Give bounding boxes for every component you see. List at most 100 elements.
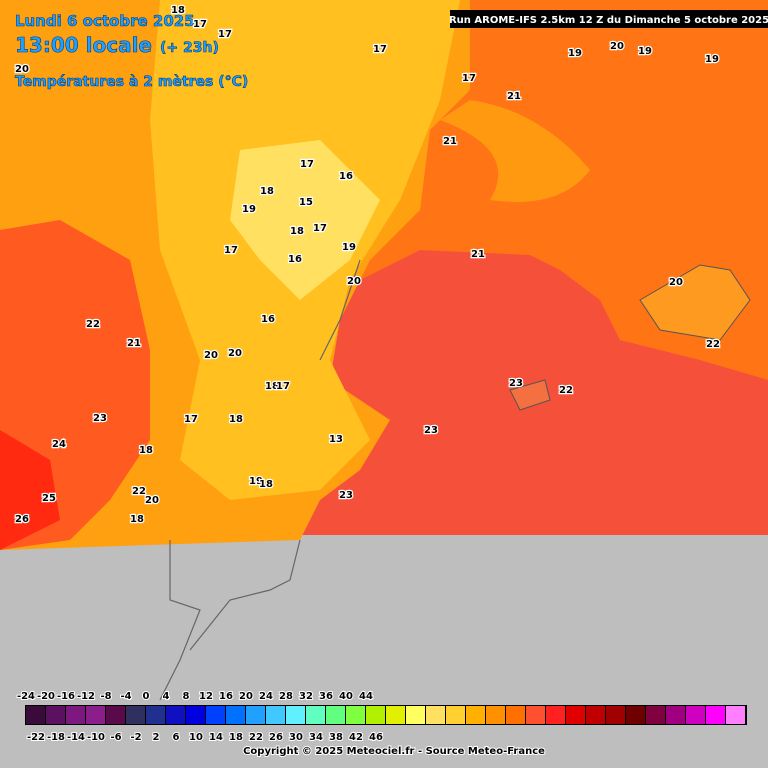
map-label: 22 — [559, 385, 573, 396]
footer: Copyright © 2025 Meteociel.fr - Source M… — [243, 746, 545, 757]
legend-swatch — [666, 706, 685, 724]
map-label: 17 — [224, 245, 238, 256]
map-label: 23 — [424, 425, 438, 436]
map-label: 18 — [260, 186, 274, 197]
map-label: 22 — [86, 319, 100, 330]
map-label: 19 — [705, 54, 719, 65]
legend-tick: 0 — [143, 691, 150, 702]
legend-swatch — [206, 706, 225, 724]
legend-swatch — [166, 706, 185, 724]
legend-tick: 14 — [209, 732, 223, 743]
field: Températures à 2 mètres (°C) — [15, 74, 248, 90]
legend-tick: -2 — [130, 732, 141, 743]
legend-swatch — [546, 706, 565, 724]
legend-tick: -20 — [37, 691, 55, 702]
map-label: 22 — [706, 339, 720, 350]
run-box — [450, 10, 768, 28]
map-label: 19 — [249, 476, 263, 487]
date: Lundi 6 octobre 2025 — [15, 12, 195, 30]
legend-swatch — [586, 706, 605, 724]
legend-tick: 40 — [339, 691, 353, 702]
map-label: 17 — [300, 159, 314, 170]
legend-swatch — [346, 706, 365, 724]
map-label: 23 — [509, 378, 523, 389]
map-label: 24 — [52, 439, 66, 450]
legend-swatch — [606, 706, 625, 724]
map-label: 15 — [299, 197, 313, 208]
legend-tick: -10 — [87, 732, 105, 743]
legend-swatch — [686, 706, 705, 724]
legend-swatch — [306, 706, 325, 724]
map-label: 20 — [669, 277, 683, 288]
legend-tick: 24 — [259, 691, 273, 702]
map-label: 16 — [339, 171, 353, 182]
map-label: 18 — [139, 445, 153, 456]
map-label: 23 — [339, 490, 353, 501]
legend-swatch — [266, 706, 285, 724]
legend-swatch — [186, 706, 205, 724]
map-label: 25 — [42, 493, 56, 504]
legend-tick: 4 — [163, 691, 170, 702]
legend-swatch — [526, 706, 545, 724]
map-label: 17 — [373, 44, 387, 55]
legend-swatch — [726, 706, 745, 724]
legend-tick: -24 — [17, 691, 35, 702]
map-label: 19 — [638, 46, 652, 57]
legend-tick: 2 — [153, 732, 160, 743]
map-label: 20 — [15, 64, 29, 75]
run-text: Run AROME-IFS 2.5km 12 Z du Dimanche 5 o… — [449, 15, 768, 26]
map-label: 17 — [462, 73, 476, 84]
map-label: 13 — [329, 434, 343, 445]
legend-swatch — [146, 706, 165, 724]
map-label: 17 — [184, 414, 198, 425]
map-label: 21 — [507, 91, 521, 102]
legend-tick: 6 — [173, 732, 180, 743]
legend-tick: 8 — [183, 691, 190, 702]
map-label: 20 — [347, 276, 361, 287]
legend-swatch — [466, 706, 485, 724]
island — [639, 264, 751, 341]
legend-swatch — [386, 706, 405, 724]
legend-swatch — [246, 706, 265, 724]
legend-tick: 28 — [279, 691, 293, 702]
legend-tick: 26 — [269, 732, 283, 743]
map-label: 17 — [276, 381, 290, 392]
legend-tick: 36 — [319, 691, 333, 702]
sea-cool — [440, 100, 590, 202]
legend-tick: -6 — [110, 732, 121, 743]
legend-swatch — [46, 706, 65, 724]
legend-tick: 16 — [219, 691, 233, 702]
legend-swatch — [66, 706, 85, 724]
legend-swatch — [706, 706, 725, 724]
map-label: 18 — [265, 381, 279, 392]
legend-tick: 46 — [369, 732, 383, 743]
legend-swatch — [366, 706, 385, 724]
map-label: 16 — [288, 254, 302, 265]
legend-tick: 22 — [249, 732, 263, 743]
map-label: 21 — [443, 136, 457, 147]
legend-tick: 30 — [289, 732, 303, 743]
legend-tick: -22 — [27, 732, 45, 743]
legend-tick: 10 — [189, 732, 203, 743]
map-label: 19 — [568, 48, 582, 59]
border — [159, 259, 361, 701]
legend-swatch — [286, 706, 305, 724]
legend-tick: -16 — [57, 691, 75, 702]
legend-swatch — [506, 706, 525, 724]
map-label: 19 — [342, 242, 356, 253]
map-label: 20 — [228, 348, 242, 359]
legend-swatch — [646, 706, 665, 724]
legend-swatch — [226, 706, 245, 724]
legend-tick: 34 — [309, 732, 323, 743]
map-label: 26 — [15, 514, 29, 525]
map-label: 19 — [242, 204, 256, 215]
time: 13:00 locale — [15, 33, 152, 57]
legend-tick: -12 — [77, 691, 95, 702]
legend-tick: -18 — [47, 732, 65, 743]
map-label: 17 — [218, 29, 232, 40]
land-hot — [0, 430, 60, 550]
legend-tick: -8 — [100, 691, 111, 702]
map-label: 21 — [127, 338, 141, 349]
map-label: 20 — [204, 350, 218, 361]
